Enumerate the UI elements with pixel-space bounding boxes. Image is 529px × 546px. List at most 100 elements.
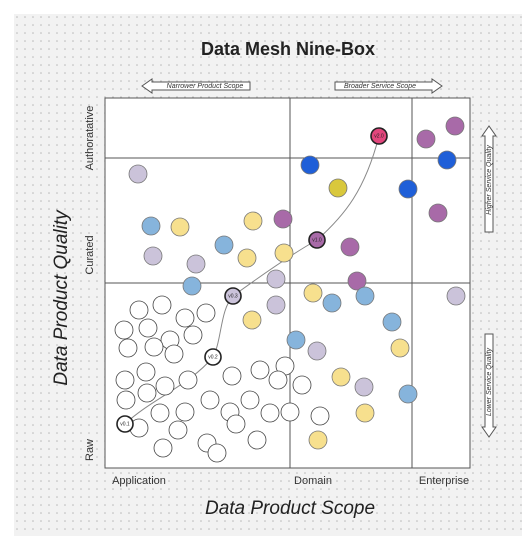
arrow-up	[481, 125, 497, 233]
version-dot	[204, 348, 222, 366]
title: Data Mesh Nine-Box	[201, 39, 375, 59]
version-node: v0.1	[116, 415, 134, 433]
product-dot	[153, 438, 173, 458]
product-dot	[268, 370, 288, 390]
product-dot	[200, 390, 220, 410]
product-dot	[250, 360, 270, 380]
version-label: v1.0	[312, 237, 322, 243]
product-dot	[300, 155, 320, 175]
product-dot	[182, 276, 202, 296]
product-dot	[186, 254, 206, 274]
product-dot	[137, 383, 157, 403]
x-label: Domain	[294, 475, 332, 487]
y-label: Raw	[84, 439, 96, 461]
product-dot	[260, 403, 280, 423]
product-dot	[437, 150, 457, 170]
product-dot	[152, 295, 172, 315]
top-arrows	[141, 78, 443, 94]
product-dot	[382, 312, 402, 332]
y-title: Data Product Quality	[51, 209, 72, 386]
arrow-label: Narrower Product Scope	[167, 83, 244, 90]
y-label: Curated	[84, 235, 96, 274]
product-dot	[247, 430, 267, 450]
product-dot	[340, 237, 360, 257]
product-dot	[155, 376, 175, 396]
version-node: v1.0	[308, 231, 326, 249]
products: v0.1 v0.2 v0.3 v1.0 v2.0	[114, 116, 466, 463]
version-node: v2.0	[370, 127, 388, 145]
x-title: Data Product Scope	[205, 498, 375, 519]
product-dot	[207, 443, 227, 463]
product-dot	[114, 320, 134, 340]
product-dot	[355, 403, 375, 423]
product-dot	[398, 179, 418, 199]
x-label: Enterprise	[419, 475, 469, 487]
product-dot	[141, 216, 161, 236]
version-label: v0.2	[208, 354, 218, 360]
product-dot	[136, 362, 156, 382]
arrow-right	[334, 78, 443, 94]
product-dot	[243, 211, 263, 231]
product-dot	[118, 338, 138, 358]
arrow-label: Higher Service Quality	[486, 145, 493, 215]
product-dot	[196, 303, 216, 323]
product-dot	[274, 243, 294, 263]
product-dot	[222, 366, 242, 386]
product-dot	[266, 295, 286, 315]
product-dot	[280, 402, 300, 422]
version-dot	[308, 231, 326, 249]
x-label: Application	[112, 475, 166, 487]
product-dot	[390, 338, 410, 358]
product-dot	[178, 370, 198, 390]
arrow-label: Broader Service Scope	[344, 83, 416, 90]
product-dot	[242, 310, 262, 330]
product-dot	[170, 217, 190, 237]
product-dot	[116, 390, 136, 410]
product-dot	[128, 164, 148, 184]
version-dot	[370, 127, 388, 145]
product-dot	[446, 286, 466, 306]
product-dot	[266, 269, 286, 289]
product-dot	[354, 377, 374, 397]
product-dot	[129, 300, 149, 320]
product-dot	[240, 390, 260, 410]
product-dot	[445, 116, 465, 136]
version-label: v0.1	[120, 421, 130, 427]
product-dot	[150, 403, 170, 423]
product-dot	[138, 318, 158, 338]
product-dot	[331, 367, 351, 387]
product-dot	[303, 283, 323, 303]
product-dot	[310, 406, 330, 426]
product-dot	[175, 308, 195, 328]
product-dot	[322, 293, 342, 313]
product-dot	[347, 271, 367, 291]
version-label: v0.3	[228, 293, 238, 299]
product-dot	[143, 246, 163, 266]
product-dot	[175, 402, 195, 422]
side-arrows	[481, 125, 497, 438]
version-node: v0.3	[224, 287, 242, 305]
product-dot	[214, 235, 234, 255]
product-dot	[164, 344, 184, 364]
product-dot	[428, 203, 448, 223]
product-dot	[355, 286, 375, 306]
y-label: Authoratative	[84, 106, 96, 171]
arrow-left	[141, 78, 251, 94]
product-dot	[183, 325, 203, 345]
product-dot	[226, 414, 246, 434]
product-dot	[292, 375, 312, 395]
version-dot	[224, 287, 242, 305]
version-label: v2.0	[374, 133, 384, 139]
product-dot	[168, 420, 188, 440]
product-dot	[144, 337, 164, 357]
product-dot	[398, 384, 418, 404]
version-node: v0.2	[204, 348, 222, 366]
arrow-label: Lower Service Quality	[486, 347, 493, 416]
product-dot	[328, 178, 348, 198]
product-dot	[273, 209, 293, 229]
arrow-down	[481, 333, 497, 438]
product-dot	[307, 341, 327, 361]
product-dot	[308, 430, 328, 450]
product-dot	[416, 129, 436, 149]
